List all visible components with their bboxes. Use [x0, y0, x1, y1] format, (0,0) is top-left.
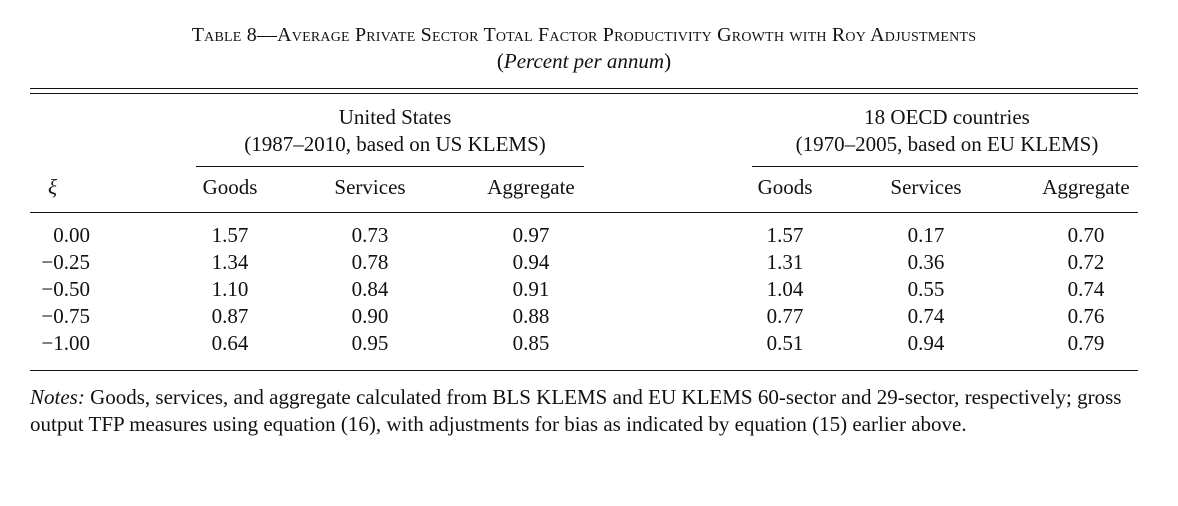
cell-oecd-goods: 1.04	[766, 277, 804, 301]
cell-us-services: 0.73	[351, 223, 389, 247]
col-header-oecd-goods: Goods	[757, 175, 813, 199]
row-xi-value: −0.25	[41, 250, 90, 274]
cell-oecd-services: 0.74	[907, 304, 945, 328]
subtitle-units: Percent per annum	[503, 49, 665, 73]
cell-oecd-services: 0.36	[907, 250, 945, 274]
cell-oecd-services: 0.17	[907, 223, 945, 247]
cell-us-goods: 0.64	[211, 331, 249, 355]
cell-us-aggregate: 0.94	[512, 250, 550, 274]
row-xi-value: −0.75	[41, 304, 90, 328]
col-header-us-aggregate: Aggregate	[487, 175, 575, 199]
bottom-rule	[30, 370, 1138, 371]
cell-us-services: 0.90	[351, 304, 389, 328]
subtitle-close-paren: )	[664, 49, 672, 73]
cell-oecd-goods: 1.31	[766, 250, 804, 274]
cell-us-goods: 1.10	[211, 277, 249, 301]
group-oecd-rule	[752, 166, 1138, 167]
group-oecd-period: (1970–2005, based on EU KLEMS)	[795, 132, 1099, 156]
table-title: Table 8—Average Private Sector Total Fac…	[191, 24, 977, 46]
row-xi-value: −1.00	[41, 331, 90, 355]
group-header-oecd: 18 OECD countries (1970–2005, based on E…	[752, 104, 1142, 158]
cell-us-goods: 0.87	[211, 304, 249, 328]
col-header-oecd-services: Services	[890, 175, 962, 199]
cell-us-goods: 1.57	[211, 223, 249, 247]
cell-us-aggregate: 0.97	[512, 223, 550, 247]
subtitle-open-paren: (	[496, 49, 504, 73]
cell-oecd-aggregate: 0.79	[1067, 331, 1105, 355]
cell-oecd-goods: 1.57	[766, 223, 804, 247]
col-header-us-services: Services	[334, 175, 406, 199]
cell-us-services: 0.84	[351, 277, 389, 301]
row-header-xi: ξ	[48, 175, 57, 199]
group-us-title: United States	[338, 105, 452, 129]
cell-us-services: 0.95	[351, 331, 389, 355]
row-xi-value: −0.50	[41, 277, 90, 301]
top-rule-2	[30, 93, 1138, 94]
cell-oecd-aggregate: 0.70	[1067, 223, 1105, 247]
cell-us-aggregate: 0.85	[512, 331, 550, 355]
cell-us-aggregate: 0.91	[512, 277, 550, 301]
row-xi-value: 0.00	[53, 223, 90, 247]
col-header-us-goods: Goods	[202, 175, 258, 199]
cell-oecd-services: 0.55	[907, 277, 945, 301]
cell-us-aggregate: 0.88	[512, 304, 550, 328]
cell-oecd-services: 0.94	[907, 331, 945, 355]
top-rule-1	[30, 88, 1138, 89]
group-oecd-title: 18 OECD countries	[864, 105, 1030, 129]
header-rule	[30, 212, 1138, 213]
cell-us-goods: 1.34	[211, 250, 249, 274]
table-subtitle: (Percent per annum)	[0, 48, 1168, 74]
notes-label: Notes:	[30, 385, 85, 409]
cell-us-services: 0.78	[351, 250, 389, 274]
group-us-period: (1987–2010, based on US KLEMS)	[244, 132, 546, 156]
group-us-rule	[196, 166, 584, 167]
col-header-oecd-aggregate: Aggregate	[1042, 175, 1130, 199]
notes-text: Goods, services, and aggregate calculate…	[30, 385, 1122, 436]
cell-oecd-goods: 0.51	[766, 331, 804, 355]
group-header-us: United States (1987–2010, based on US KL…	[200, 104, 590, 158]
table-notes: Notes: Goods, services, and aggregate ca…	[30, 384, 1142, 438]
cell-oecd-aggregate: 0.74	[1067, 277, 1105, 301]
cell-oecd-aggregate: 0.76	[1067, 304, 1105, 328]
cell-oecd-goods: 0.77	[766, 304, 804, 328]
cell-oecd-aggregate: 0.72	[1067, 250, 1105, 274]
